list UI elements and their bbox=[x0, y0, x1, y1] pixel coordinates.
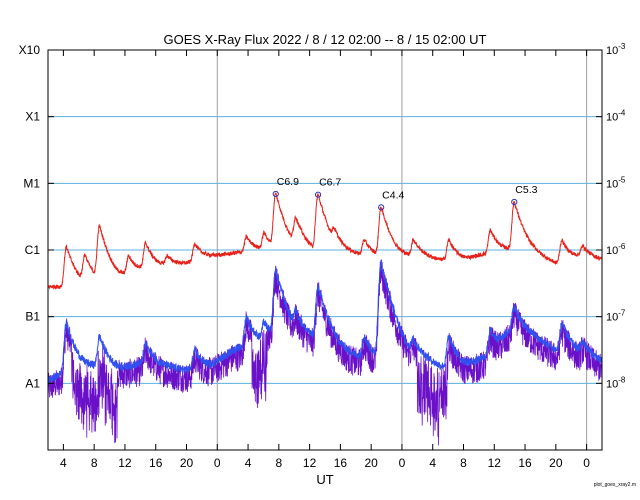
flare-class-axis: X10 X1 M1 C1 B1 A1 bbox=[19, 43, 54, 390]
flare-peak-label: C4.4 bbox=[382, 189, 404, 201]
x-tick-label: 12 bbox=[118, 456, 132, 470]
flux-tick-base: 10 bbox=[606, 178, 618, 190]
x-tick-label: 4 bbox=[60, 456, 67, 470]
flare-class-label: X1 bbox=[25, 110, 40, 124]
flux-tick-label: 10-5 bbox=[606, 175, 626, 190]
x-tick-label: 8 bbox=[275, 456, 282, 470]
x-tick-label: 20 bbox=[180, 456, 194, 470]
x-tick-label: 8 bbox=[91, 456, 98, 470]
flux-axis: 10-310-410-510-610-710-8 bbox=[596, 42, 626, 390]
x-tick-label: 12 bbox=[303, 456, 317, 470]
x-tick-label: 4 bbox=[245, 456, 252, 470]
flare-class-label: C1 bbox=[25, 243, 41, 257]
flux-tick-label: 10-7 bbox=[606, 309, 626, 324]
flare-class-label: M1 bbox=[23, 176, 40, 190]
flux-tick-exponent: -6 bbox=[618, 242, 626, 251]
x-tick-label: 0 bbox=[583, 456, 590, 470]
x-tick-label: 16 bbox=[149, 456, 163, 470]
x-tick-label: 12 bbox=[488, 456, 502, 470]
x-axis-label: UT bbox=[316, 472, 333, 487]
flux-tick-label: 10-8 bbox=[606, 375, 626, 390]
flux-tick-label: 10-4 bbox=[606, 109, 626, 124]
flare-peak-label: C6.9 bbox=[277, 176, 299, 188]
flux-tick-base: 10 bbox=[606, 245, 618, 257]
flare-peak-marker bbox=[272, 190, 279, 198]
flux-tick-exponent: -3 bbox=[618, 42, 626, 51]
x-tick-label: 0 bbox=[399, 456, 406, 470]
flux-tick-exponent: -7 bbox=[618, 309, 626, 318]
flare-class-label: A1 bbox=[25, 376, 40, 390]
flare-class-label: X10 bbox=[19, 43, 41, 57]
flux-tick-base: 10 bbox=[606, 45, 618, 57]
x-axis-ticks: 4 8 12 16 20 0 4 8 12 16 20 0 4 8 12 16 20 0 bbox=[60, 50, 590, 470]
flux-tick-exponent: -4 bbox=[618, 109, 626, 118]
long-channel-line bbox=[47, 192, 603, 291]
flux-tick-label: 10-3 bbox=[606, 42, 626, 57]
flux-series bbox=[47, 192, 603, 446]
x-tick-label: 16 bbox=[334, 456, 348, 470]
flare-peak-marker bbox=[511, 198, 518, 206]
flux-tick-base: 10 bbox=[606, 112, 618, 124]
x-tick-label: 4 bbox=[429, 456, 436, 470]
x-tick-label: 0 bbox=[214, 456, 221, 470]
flare-class-label: B1 bbox=[25, 310, 40, 324]
x-tick-label: 20 bbox=[364, 456, 378, 470]
flux-tick-base: 10 bbox=[606, 312, 618, 324]
x-tick-label: 16 bbox=[518, 456, 532, 470]
footer-label: plot_goes_xray2.m bbox=[594, 482, 636, 488]
flux-tick-base: 10 bbox=[606, 378, 618, 390]
x-tick-label: 20 bbox=[549, 456, 563, 470]
short-channel-line bbox=[47, 259, 603, 384]
x-tick-label: 8 bbox=[460, 456, 467, 470]
flare-peak-label: C6.7 bbox=[319, 177, 341, 189]
flare-peak-label: C5.3 bbox=[515, 184, 537, 196]
flare-peak-marker bbox=[378, 204, 385, 211]
flux-tick-exponent: -5 bbox=[618, 175, 626, 184]
flux-tick-label: 10-6 bbox=[606, 242, 626, 257]
flare-peak-marker bbox=[314, 191, 322, 198]
flux-tick-exponent: -8 bbox=[618, 375, 626, 384]
chart-title: GOES X-Ray Flux 2022 / 8 / 12 02:00 -- 8… bbox=[164, 32, 487, 47]
flare-annotations: C6.9 C6.7 C4.4 C5.3 bbox=[272, 176, 538, 211]
